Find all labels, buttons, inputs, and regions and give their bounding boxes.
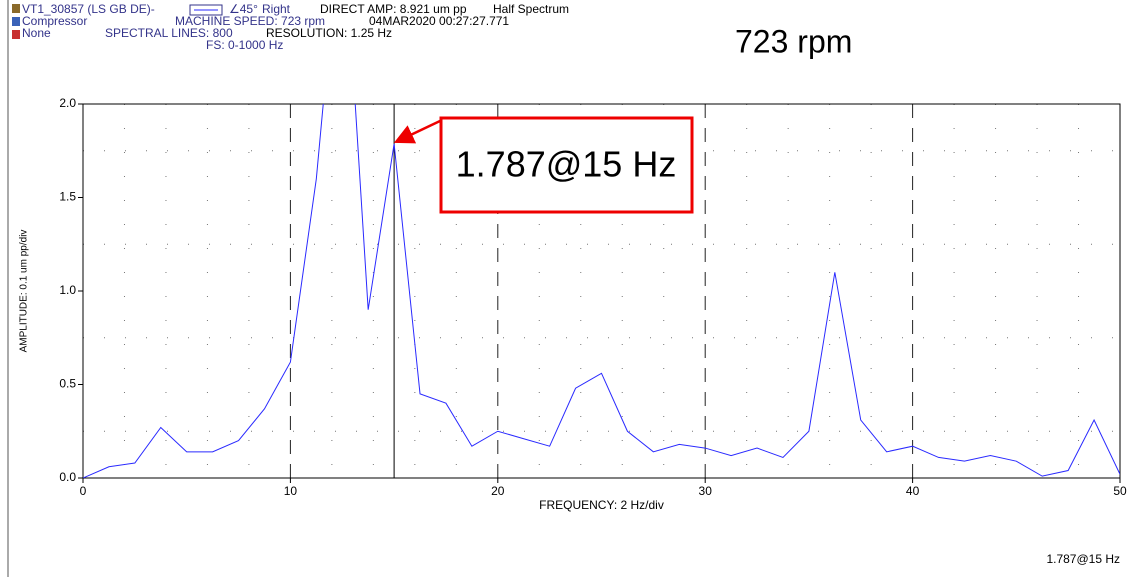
- speed-note: 723 rpm: [735, 23, 852, 59]
- spectrum-type: Half Spectrum: [493, 2, 569, 16]
- y-tick-label: 1.5: [59, 190, 76, 204]
- y-tick-label: 2.0: [59, 96, 76, 110]
- annotation-box: [439, 116, 694, 214]
- filter-icon: [12, 30, 20, 39]
- machine: Compressor: [22, 14, 87, 28]
- x-tick-label: 30: [699, 484, 713, 498]
- filter: None: [22, 26, 51, 40]
- y-tick-label: 1.0: [59, 283, 76, 297]
- fs: FS: 0-1000 Hz: [206, 38, 283, 52]
- cursor-readout: 1.787@15 Hz: [1046, 552, 1120, 566]
- spectral-lines: SPECTRAL LINES: 800: [105, 26, 233, 40]
- y-tick-label: 0.5: [59, 377, 76, 391]
- timestamp: 04MAR2020 00:27:27.771: [369, 14, 509, 28]
- annotation-arrow: [393, 119, 441, 144]
- x-tick-label: 0: [80, 484, 87, 498]
- machine-icon: [12, 17, 20, 26]
- y-tick-label: 0.0: [59, 470, 76, 484]
- annotation-text: 1.787@15 Hz: [456, 144, 677, 185]
- x-axis-label: FREQUENCY: 2 Hz/div: [539, 498, 664, 512]
- machine-speed: MACHINE SPEED: 723 rpm: [175, 14, 325, 28]
- direction: Right: [262, 2, 291, 16]
- x-tick-label: 40: [906, 484, 920, 498]
- resolution: RESOLUTION: 1.25 Hz: [266, 26, 392, 40]
- direct-amp: DIRECT AMP: 8.921 um pp: [320, 2, 467, 16]
- y-axis-label: AMPLITUDE: 0.1 um pp/div: [19, 230, 30, 353]
- point-icon: [12, 4, 20, 13]
- x-tick-label: 50: [1113, 484, 1127, 498]
- point-name: VT1_30857 (LS GB DE)-: [22, 2, 155, 16]
- x-tick-label: 10: [284, 484, 298, 498]
- spectrum-line: [83, 104, 1120, 478]
- x-tick-label: 20: [491, 484, 505, 498]
- plot-frame: [82, 103, 1121, 479]
- legend-swatch: [189, 4, 223, 16]
- angle: ∠45°: [229, 2, 258, 16]
